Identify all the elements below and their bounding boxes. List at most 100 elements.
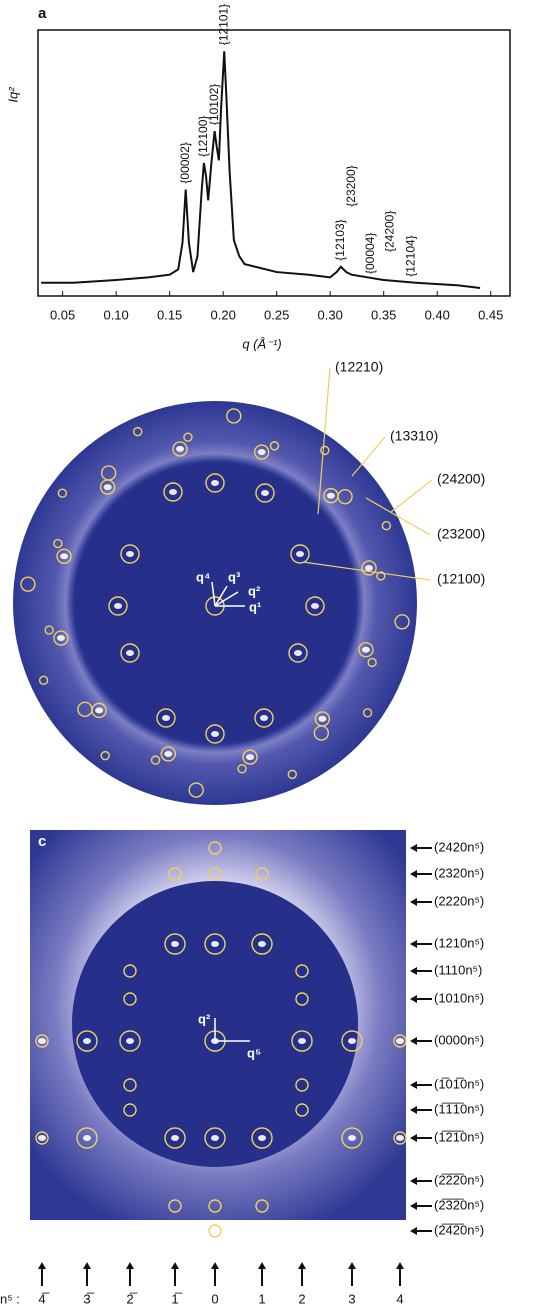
bright-spot	[38, 1038, 46, 1044]
bright-spot	[258, 449, 266, 455]
row-label: (1110n⁵)	[434, 962, 482, 977]
peak-label: {00002}	[178, 142, 192, 183]
row-arrowhead	[410, 1134, 417, 1142]
bright-spot	[104, 484, 112, 490]
row-arrowhead	[410, 995, 417, 1003]
peak-label: {23200}	[344, 165, 358, 206]
x-tick-label: 0.25	[264, 307, 289, 322]
row-arrowhead	[410, 940, 417, 948]
bright-spot	[126, 1038, 134, 1044]
row-arrowhead	[410, 1202, 417, 1210]
x-tick-label: 0.40	[425, 307, 450, 322]
vector-label: q⁴	[196, 569, 210, 584]
bright-spot	[318, 716, 326, 722]
bright-spot	[348, 1038, 356, 1044]
row-arrowhead	[410, 1227, 417, 1235]
peak-label: {10102}	[207, 84, 221, 125]
row-label: (1̅01̅0n⁵)	[434, 1076, 484, 1091]
bright-spot	[260, 715, 268, 721]
column-arrowhead	[348, 1262, 356, 1269]
bright-spot	[83, 1038, 91, 1044]
bright-spot	[126, 650, 134, 656]
n5-value: 0	[211, 1291, 218, 1306]
x-tick-label: 0.45	[478, 307, 503, 322]
panel-label: b	[32, 398, 41, 415]
panel-label: a	[38, 5, 47, 22]
reflection-marker	[209, 1225, 221, 1237]
plot-frame	[38, 30, 510, 296]
bright-spot	[327, 493, 335, 499]
bright-spot	[296, 551, 304, 557]
n5-value: 2	[298, 1291, 305, 1306]
bright-spot	[258, 941, 266, 947]
row-arrowhead	[410, 1106, 417, 1114]
row-arrowhead	[410, 1177, 417, 1185]
n5-value: 2̅	[126, 1291, 137, 1306]
peak-label: {12103}	[333, 219, 347, 260]
reflection-label: (12100)	[437, 571, 485, 587]
row-label: (1̅1̅1̅0n⁵)	[434, 1101, 484, 1116]
bright-spot	[114, 603, 122, 609]
bright-spot	[311, 603, 319, 609]
bright-spot	[57, 635, 65, 641]
bright-spot	[164, 751, 172, 757]
column-arrowhead	[396, 1262, 404, 1269]
n5-label: n⁵ :	[0, 1291, 20, 1306]
peak-label: {00004}	[363, 233, 377, 274]
panel-c: c q²q⁵	[30, 830, 406, 1237]
bright-spot	[211, 1135, 219, 1141]
row-label: (2̅3̅2̅0n⁵)	[434, 1197, 484, 1212]
bright-spot	[211, 731, 219, 737]
n5-value: 3̅	[83, 1291, 94, 1306]
reflection-label: (12210)	[335, 359, 383, 375]
x-tick-label: 0.20	[211, 307, 236, 322]
x-tick-label: 0.35	[371, 307, 396, 322]
vector-label: q¹	[249, 599, 261, 614]
column-arrowhead	[298, 1262, 306, 1269]
bright-spot	[171, 1135, 179, 1141]
bright-spot	[83, 1135, 91, 1141]
x-tick-label: 0.05	[50, 307, 75, 322]
n5-value: 1	[258, 1291, 265, 1306]
peak-label: {12104}	[404, 235, 418, 276]
vector-label: q⁵	[247, 1045, 261, 1060]
bright-spot	[258, 1135, 266, 1141]
n5-value: 3	[348, 1291, 355, 1306]
bright-spot	[396, 1135, 404, 1141]
n5-value: 4	[396, 1291, 403, 1306]
x-tick-label: 0.10	[103, 307, 128, 322]
n5-value: 4̅	[38, 1291, 49, 1306]
bright-spot	[38, 1135, 46, 1141]
row-arrowhead	[410, 1081, 417, 1089]
callout-line	[352, 437, 385, 476]
bright-spot	[211, 941, 219, 947]
bright-spot	[261, 490, 269, 496]
row-label: (0000n⁵)	[434, 1032, 484, 1047]
column-arrowhead	[211, 1262, 219, 1269]
y-axis-label: Iq²	[5, 87, 20, 103]
column-arrowhead	[83, 1262, 91, 1269]
reflection-label: (23200)	[437, 526, 485, 542]
vector-label: q²	[198, 1011, 211, 1026]
row-label: (2̅2̅2̅0n⁵)	[434, 1172, 484, 1187]
bright-spot	[246, 754, 254, 760]
bright-spot	[60, 553, 68, 559]
row-label: (1̅2̅1̅0n⁵)	[434, 1129, 484, 1144]
row-label: (2320n⁵)	[434, 865, 484, 880]
x-tick-label: 0.15	[157, 307, 182, 322]
column-arrowhead	[38, 1262, 46, 1269]
row-arrowhead	[410, 967, 417, 975]
row-label: (2220n⁵)	[434, 893, 484, 908]
bright-spot	[348, 1135, 356, 1141]
vector-label: q²	[248, 583, 261, 598]
callout-line	[391, 480, 432, 512]
column-arrowhead	[171, 1262, 179, 1269]
column-arrowhead	[126, 1262, 134, 1269]
bright-spot	[95, 707, 103, 713]
figure: a q (Å⁻¹) Iq² b q⁴q³q²q¹ c q²q⁵ 0.050.10…	[0, 0, 540, 1312]
vector-label: q³	[228, 569, 241, 584]
bright-spot	[162, 715, 170, 721]
bright-spot	[362, 647, 370, 653]
column-arrowhead	[258, 1262, 266, 1269]
